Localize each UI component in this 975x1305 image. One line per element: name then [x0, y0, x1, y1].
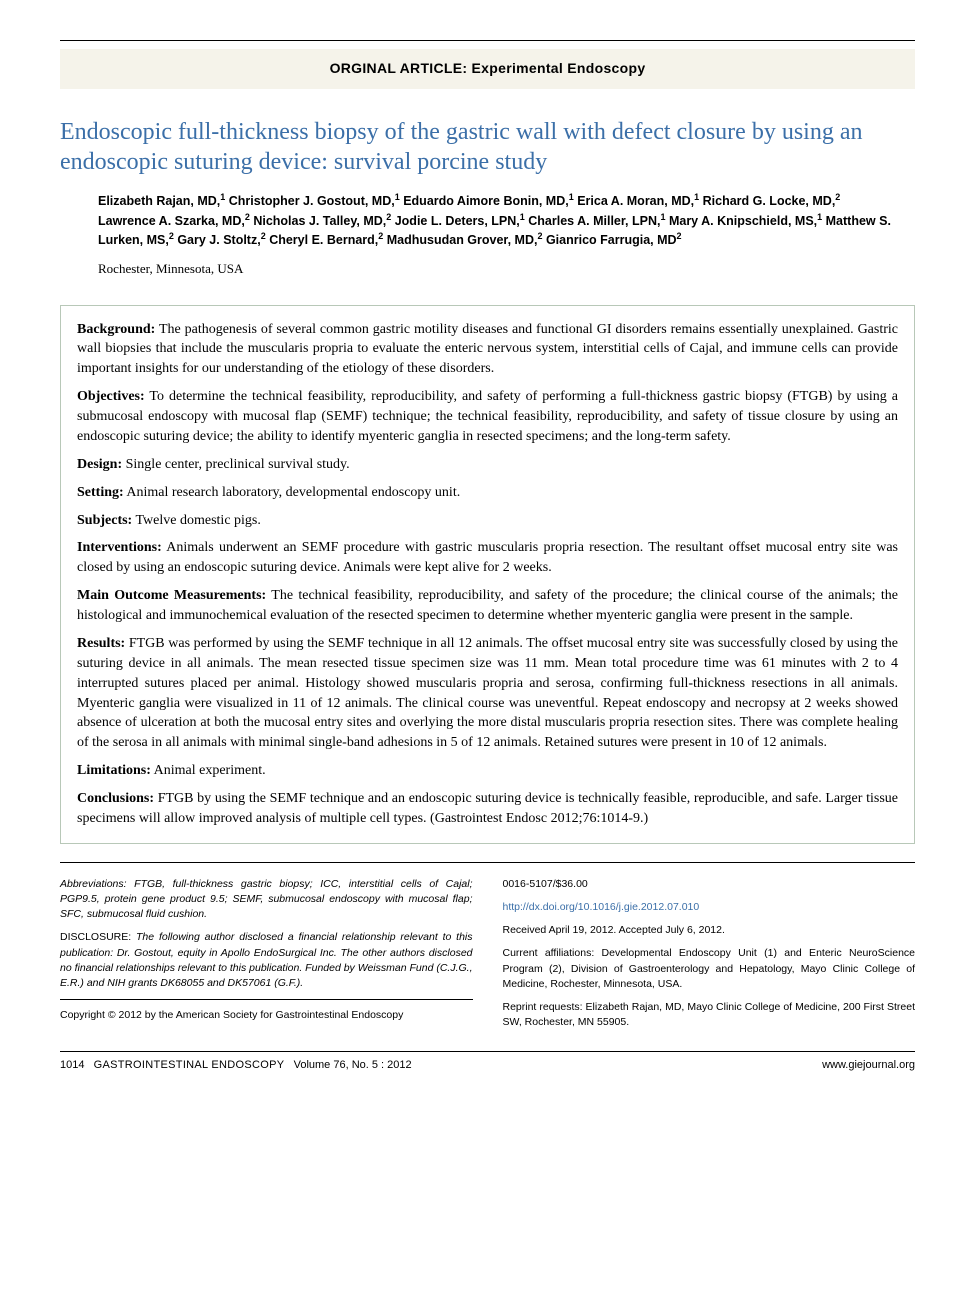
received-accepted: Received April 19, 2012. Accepted July 6… — [503, 923, 916, 938]
page-footer-left: 1014 GASTROINTESTINAL ENDOSCOPY Volume 7… — [60, 1058, 412, 1073]
reprint-requests: Reprint requests: Elizabeth Rajan, MD, M… — [503, 1000, 916, 1030]
current-affiliations: Current affiliations: Developmental Endo… — [503, 946, 916, 992]
footer-left-column: Abbreviations: FTGB, full-thickness gast… — [60, 877, 473, 1039]
abs-label-results: Results: — [77, 636, 125, 651]
abstract-outcomes: Main Outcome Measurements: The technical… — [77, 586, 898, 626]
top-rule — [60, 40, 915, 41]
abs-text-conclusions: FTGB by using the SEMF technique and an … — [77, 791, 898, 826]
abs-text-limitations: Animal experiment. — [151, 763, 266, 778]
abstract-bottom-rule — [60, 862, 915, 863]
abstract-box: Background: The pathogenesis of several … — [60, 305, 915, 844]
page-number: 1014 — [60, 1059, 84, 1071]
journal-url[interactable]: www.giejournal.org — [822, 1059, 915, 1071]
abbreviations-text: Abbreviations: FTGB, full-thickness gast… — [60, 877, 473, 923]
abs-text-setting: Animal research laboratory, developmenta… — [124, 485, 461, 500]
abs-label-subjects: Subjects: — [77, 513, 132, 528]
category-banner: ORGINAL ARTICLE: Experimental Endoscopy — [60, 49, 915, 89]
volume-issue: Volume 76, No. 5 : 2012 — [294, 1059, 412, 1071]
footer-right-column: 0016-5107/$36.00 http://dx.doi.org/10.10… — [503, 877, 916, 1039]
abs-label-background: Background: — [77, 322, 155, 337]
abs-text-results: FTGB was performed by using the SEMF tec… — [77, 636, 898, 750]
abs-label-setting: Setting: — [77, 485, 124, 500]
abs-label-conclusions: Conclusions: — [77, 791, 154, 806]
abs-text-subjects: Twelve domestic pigs. — [132, 513, 261, 528]
abs-label-outcomes: Main Outcome Measurements: — [77, 588, 266, 603]
abs-label-design: Design: — [77, 457, 122, 472]
abstract-results: Results: FTGB was performed by using the… — [77, 634, 898, 753]
abs-text-design: Single center, preclinical survival stud… — [122, 457, 350, 472]
abs-text-objectives: To determine the technical feasibility, … — [77, 389, 898, 444]
abs-text-interventions: Animals underwent an SEMF procedure with… — [77, 540, 898, 575]
abstract-setting: Setting: Animal research laboratory, dev… — [77, 483, 898, 503]
abstract-background: Background: The pathogenesis of several … — [77, 320, 898, 380]
abstract-design: Design: Single center, preclinical survi… — [77, 455, 898, 475]
footer-columns: Abbreviations: FTGB, full-thickness gast… — [60, 877, 915, 1039]
article-title: Endoscopic full-thickness biopsy of the … — [60, 117, 915, 177]
abs-text-background: The pathogenesis of several common gastr… — [77, 322, 898, 377]
abstract-objectives: Objectives: To determine the technical f… — [77, 387, 898, 447]
disclosure-text: DISCLOSURE: The following author disclos… — [60, 930, 473, 991]
authors-list: Elizabeth Rajan, MD,1 Christopher J. Gos… — [98, 191, 895, 251]
doi-link[interactable]: http://dx.doi.org/10.1016/j.gie.2012.07.… — [503, 900, 916, 915]
copyright-text: Copyright © 2012 by the American Society… — [60, 1008, 473, 1023]
abstract-conclusions: Conclusions: FTGB by using the SEMF tech… — [77, 789, 898, 829]
abs-label-interventions: Interventions: — [77, 540, 162, 555]
journal-name: GASTROINTESTINAL ENDOSCOPY — [94, 1059, 285, 1071]
author-location: Rochester, Minnesota, USA — [98, 260, 915, 278]
abstract-interventions: Interventions: Animals underwent an SEMF… — [77, 538, 898, 578]
abs-label-objectives: Objectives: — [77, 389, 145, 404]
page-footer: 1014 GASTROINTESTINAL ENDOSCOPY Volume 7… — [60, 1051, 915, 1073]
abs-label-limitations: Limitations: — [77, 763, 151, 778]
footer-left-rule — [60, 999, 473, 1000]
issn-price: 0016-5107/$36.00 — [503, 877, 916, 892]
abstract-limitations: Limitations: Animal experiment. — [77, 761, 898, 781]
abstract-subjects: Subjects: Twelve domestic pigs. — [77, 511, 898, 531]
page-footer-right: www.giejournal.org — [822, 1058, 915, 1073]
